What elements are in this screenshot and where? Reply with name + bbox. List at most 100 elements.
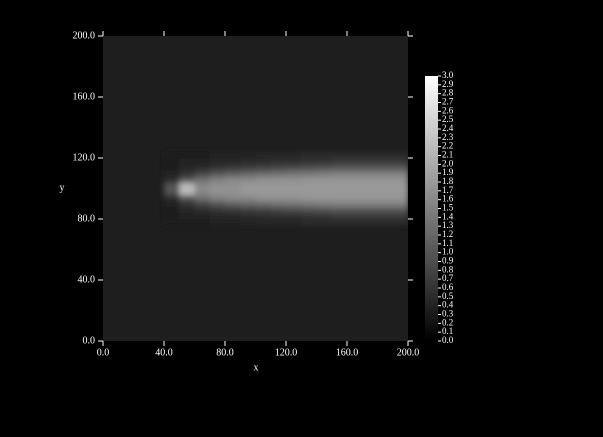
heat-cell [377, 170, 394, 177]
colorbar-tick-label: 2.2 [442, 141, 453, 151]
heat-cell [316, 164, 333, 171]
heat-cell [347, 170, 363, 177]
heat-cell [377, 164, 394, 171]
y-tick-label: 80.0 [78, 213, 96, 224]
colorbar-tick-label: 1.8 [442, 176, 454, 186]
heat-cell [225, 164, 241, 171]
heat-cell [194, 170, 211, 177]
heat-cell [331, 164, 348, 171]
heat-cell [392, 158, 408, 165]
heat-cell [194, 219, 211, 226]
heat-cell [255, 176, 272, 183]
heat-cell [301, 170, 317, 177]
heat-cell [286, 182, 302, 189]
heat-cell [164, 194, 180, 202]
heat-cell [331, 176, 348, 183]
heat-cell [301, 151, 317, 159]
heat-cell [331, 188, 348, 196]
heat-cell [240, 182, 256, 189]
heat-cell [240, 206, 256, 214]
heat-cell [331, 219, 348, 226]
heat-cell [270, 200, 287, 208]
heat-cell [316, 176, 333, 183]
heat-cell [270, 151, 287, 159]
heat-cell [316, 158, 333, 165]
heat-cell [392, 200, 408, 208]
heat-cell [240, 200, 256, 208]
heat-cell [270, 188, 287, 196]
heat-cell [377, 158, 394, 165]
heat-cell [209, 188, 226, 196]
heat-cell [270, 158, 287, 165]
colorbar [425, 76, 438, 341]
colorbar-tick-label: 0.0 [442, 335, 454, 345]
heat-cell [164, 170, 180, 177]
heat-cell [164, 164, 180, 171]
heat-cell [392, 188, 408, 196]
heat-cell [255, 194, 272, 202]
colorbar-tick-label: 1.4 [442, 211, 454, 221]
heat-cell [164, 206, 180, 214]
heat-cell [164, 200, 180, 208]
colorbar-tick-label: 0.2 [442, 317, 453, 327]
heat-cell [392, 176, 408, 183]
heat-cell [362, 188, 378, 196]
y-tick-label: 0.0 [83, 335, 96, 346]
heat-cell [331, 170, 348, 177]
heat-cell [179, 188, 195, 196]
colorbar-tick-label: 2.1 [442, 150, 453, 160]
heat-cell [301, 188, 317, 196]
heat-cell [194, 176, 211, 183]
heat-cell [316, 212, 333, 220]
heat-cell [179, 219, 195, 226]
colorbar-tick-label: 1.0 [442, 247, 454, 257]
heat-cell [377, 200, 394, 208]
heat-cell [347, 164, 363, 171]
heat-cell [164, 182, 180, 189]
colorbar-tick-label: 0.6 [442, 282, 454, 292]
colorbar-tick-label: 0.1 [442, 326, 453, 336]
heat-cell [240, 194, 256, 202]
heat-cell [377, 188, 394, 196]
heat-cell [286, 200, 302, 208]
heat-cell [255, 170, 272, 177]
heat-cell [347, 219, 363, 226]
colorbar-tick-label: 2.3 [442, 132, 454, 142]
heat-cell [286, 212, 302, 220]
heat-cell [209, 182, 226, 189]
heat-cell [270, 164, 287, 171]
heat-cell [209, 200, 226, 208]
heat-cell [225, 206, 241, 214]
heat-cell [392, 206, 408, 214]
heat-cell [286, 158, 302, 165]
y-tick-label: 120.0 [73, 152, 96, 163]
heat-cell [301, 164, 317, 171]
heat-cell [377, 176, 394, 183]
heat-cell [194, 151, 211, 159]
heat-cell [347, 158, 363, 165]
heat-cell [301, 212, 317, 220]
colorbar-tick-label: 1.7 [442, 185, 454, 195]
heat-cell [392, 219, 408, 226]
heat-cell [392, 151, 408, 159]
x-tick-label: 160.0 [336, 347, 359, 358]
heat-cell [179, 164, 195, 171]
heat-cell [270, 212, 287, 220]
x-axis-label: x [254, 362, 259, 373]
y-axis-label: y [60, 182, 65, 193]
colorbar-tick-label: 0.7 [442, 273, 454, 283]
heat-cell [347, 188, 363, 196]
heat-cell [194, 212, 211, 220]
heat-cell [179, 176, 195, 183]
heat-cell [392, 170, 408, 177]
heat-cell [225, 219, 241, 226]
heat-cell [240, 151, 256, 159]
heat-cell [255, 219, 272, 226]
y-tick-label: 40.0 [78, 274, 96, 285]
heat-cell [194, 206, 211, 214]
heat-cell [179, 194, 195, 202]
heat-cell [270, 206, 287, 214]
heat-cell [377, 219, 394, 226]
heat-cell [209, 206, 226, 214]
